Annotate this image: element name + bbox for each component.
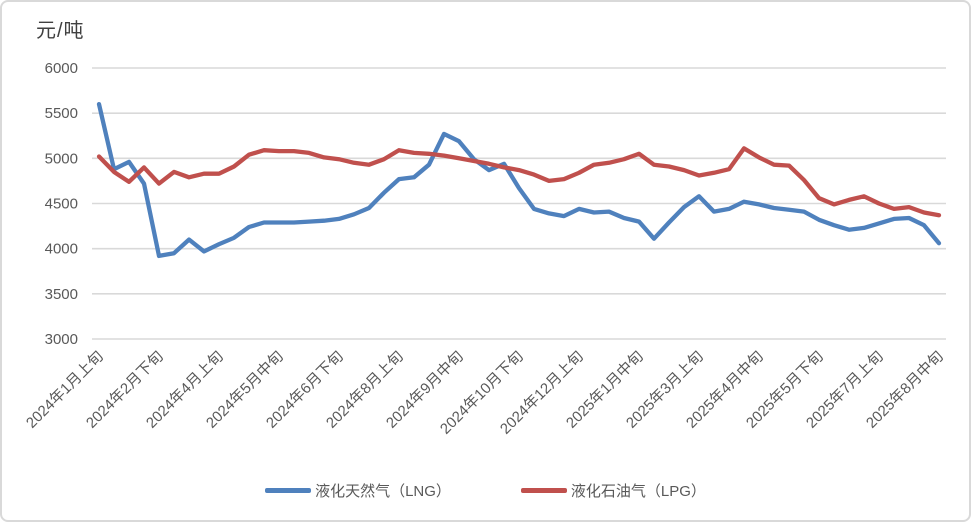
y-tick-label: 5500	[45, 105, 78, 122]
y-tick-label: 6000	[45, 60, 78, 77]
y-axis-title: 元/吨	[36, 20, 85, 42]
lpg-line-swatch	[520, 488, 567, 493]
lng-legend-label: 液化天然气（LNG）	[315, 483, 451, 500]
lpg-series-line	[96, 146, 942, 218]
lng-line-swatch	[265, 488, 312, 493]
legend-item-lng: 液化天然气（LNG）	[265, 480, 451, 501]
legend: 液化天然气（LNG） 液化石油气（LPG）	[2, 480, 969, 501]
y-tick-label: 4000	[45, 241, 78, 258]
lpg-legend-label: 液化石油气（LPG）	[570, 483, 706, 500]
y-tick-label: 3000	[45, 331, 78, 348]
y-tick-label: 3500	[45, 286, 78, 303]
y-tick-label: 5000	[45, 150, 78, 167]
legend-item-lpg: 液化石油气（LPG）	[520, 480, 706, 501]
lng-series-line	[96, 101, 942, 259]
y-tick-label: 4500	[45, 196, 78, 213]
